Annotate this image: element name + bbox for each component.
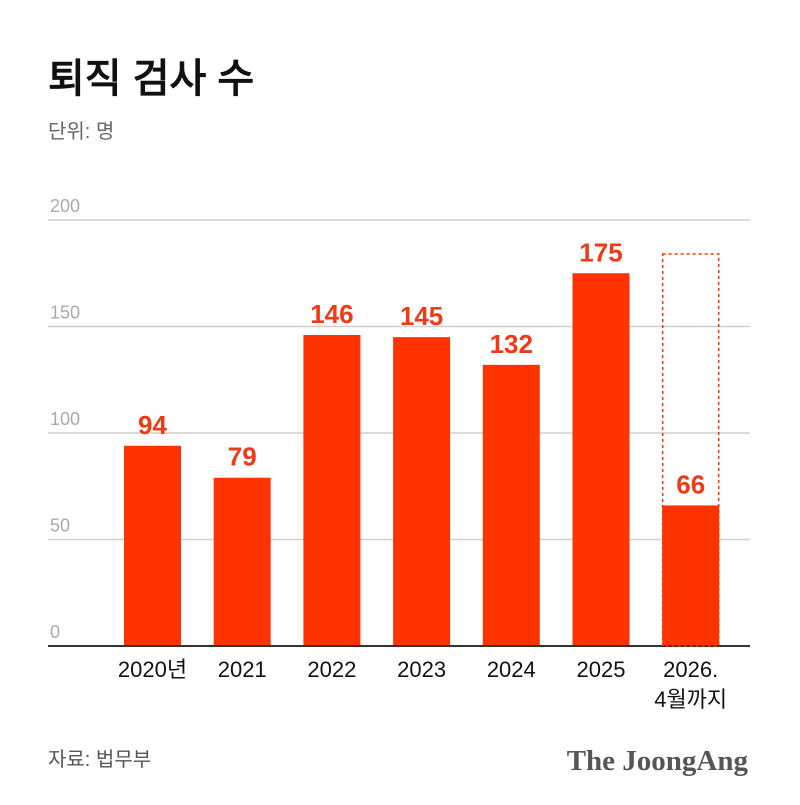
data-label: 175 [579, 237, 622, 267]
bar [213, 477, 271, 645]
data-label: 94 [138, 410, 167, 440]
data-label: 79 [228, 442, 257, 472]
chart-title: 퇴직 검사 수 [48, 57, 254, 101]
y-tick-label: 150 [50, 303, 80, 323]
x-tick-label: 2023 [397, 657, 446, 682]
bar [662, 505, 720, 645]
bar [124, 445, 181, 645]
y-tick-label: 0 [50, 622, 60, 642]
data-label: 132 [490, 329, 533, 359]
bar [572, 273, 630, 645]
bar [303, 335, 361, 645]
data-label: 145 [400, 301, 443, 331]
data-label: 66 [676, 469, 705, 499]
data-label: 146 [310, 299, 353, 329]
y-tick-label: 100 [50, 409, 80, 429]
x-tick-label: 2024 [487, 657, 536, 682]
x-tick-label: 2025 [577, 657, 626, 682]
bar [482, 364, 540, 645]
x-tick-label: 4월까지 [654, 687, 727, 712]
x-tick-label: 2022 [307, 657, 356, 682]
y-tick-label: 200 [50, 196, 80, 216]
bar [393, 337, 451, 645]
unit-label: 단위: 명 [48, 120, 114, 143]
projection-outline [661, 253, 720, 647]
y-tick-label: 50 [50, 516, 70, 536]
source-label: 자료: 법무부 [48, 748, 151, 771]
x-tick-label: 2026. [663, 657, 718, 682]
x-tick-label: 2020년 [118, 657, 187, 682]
x-tick-label: 2021 [218, 657, 267, 682]
logo: The JoongAng [567, 745, 749, 777]
